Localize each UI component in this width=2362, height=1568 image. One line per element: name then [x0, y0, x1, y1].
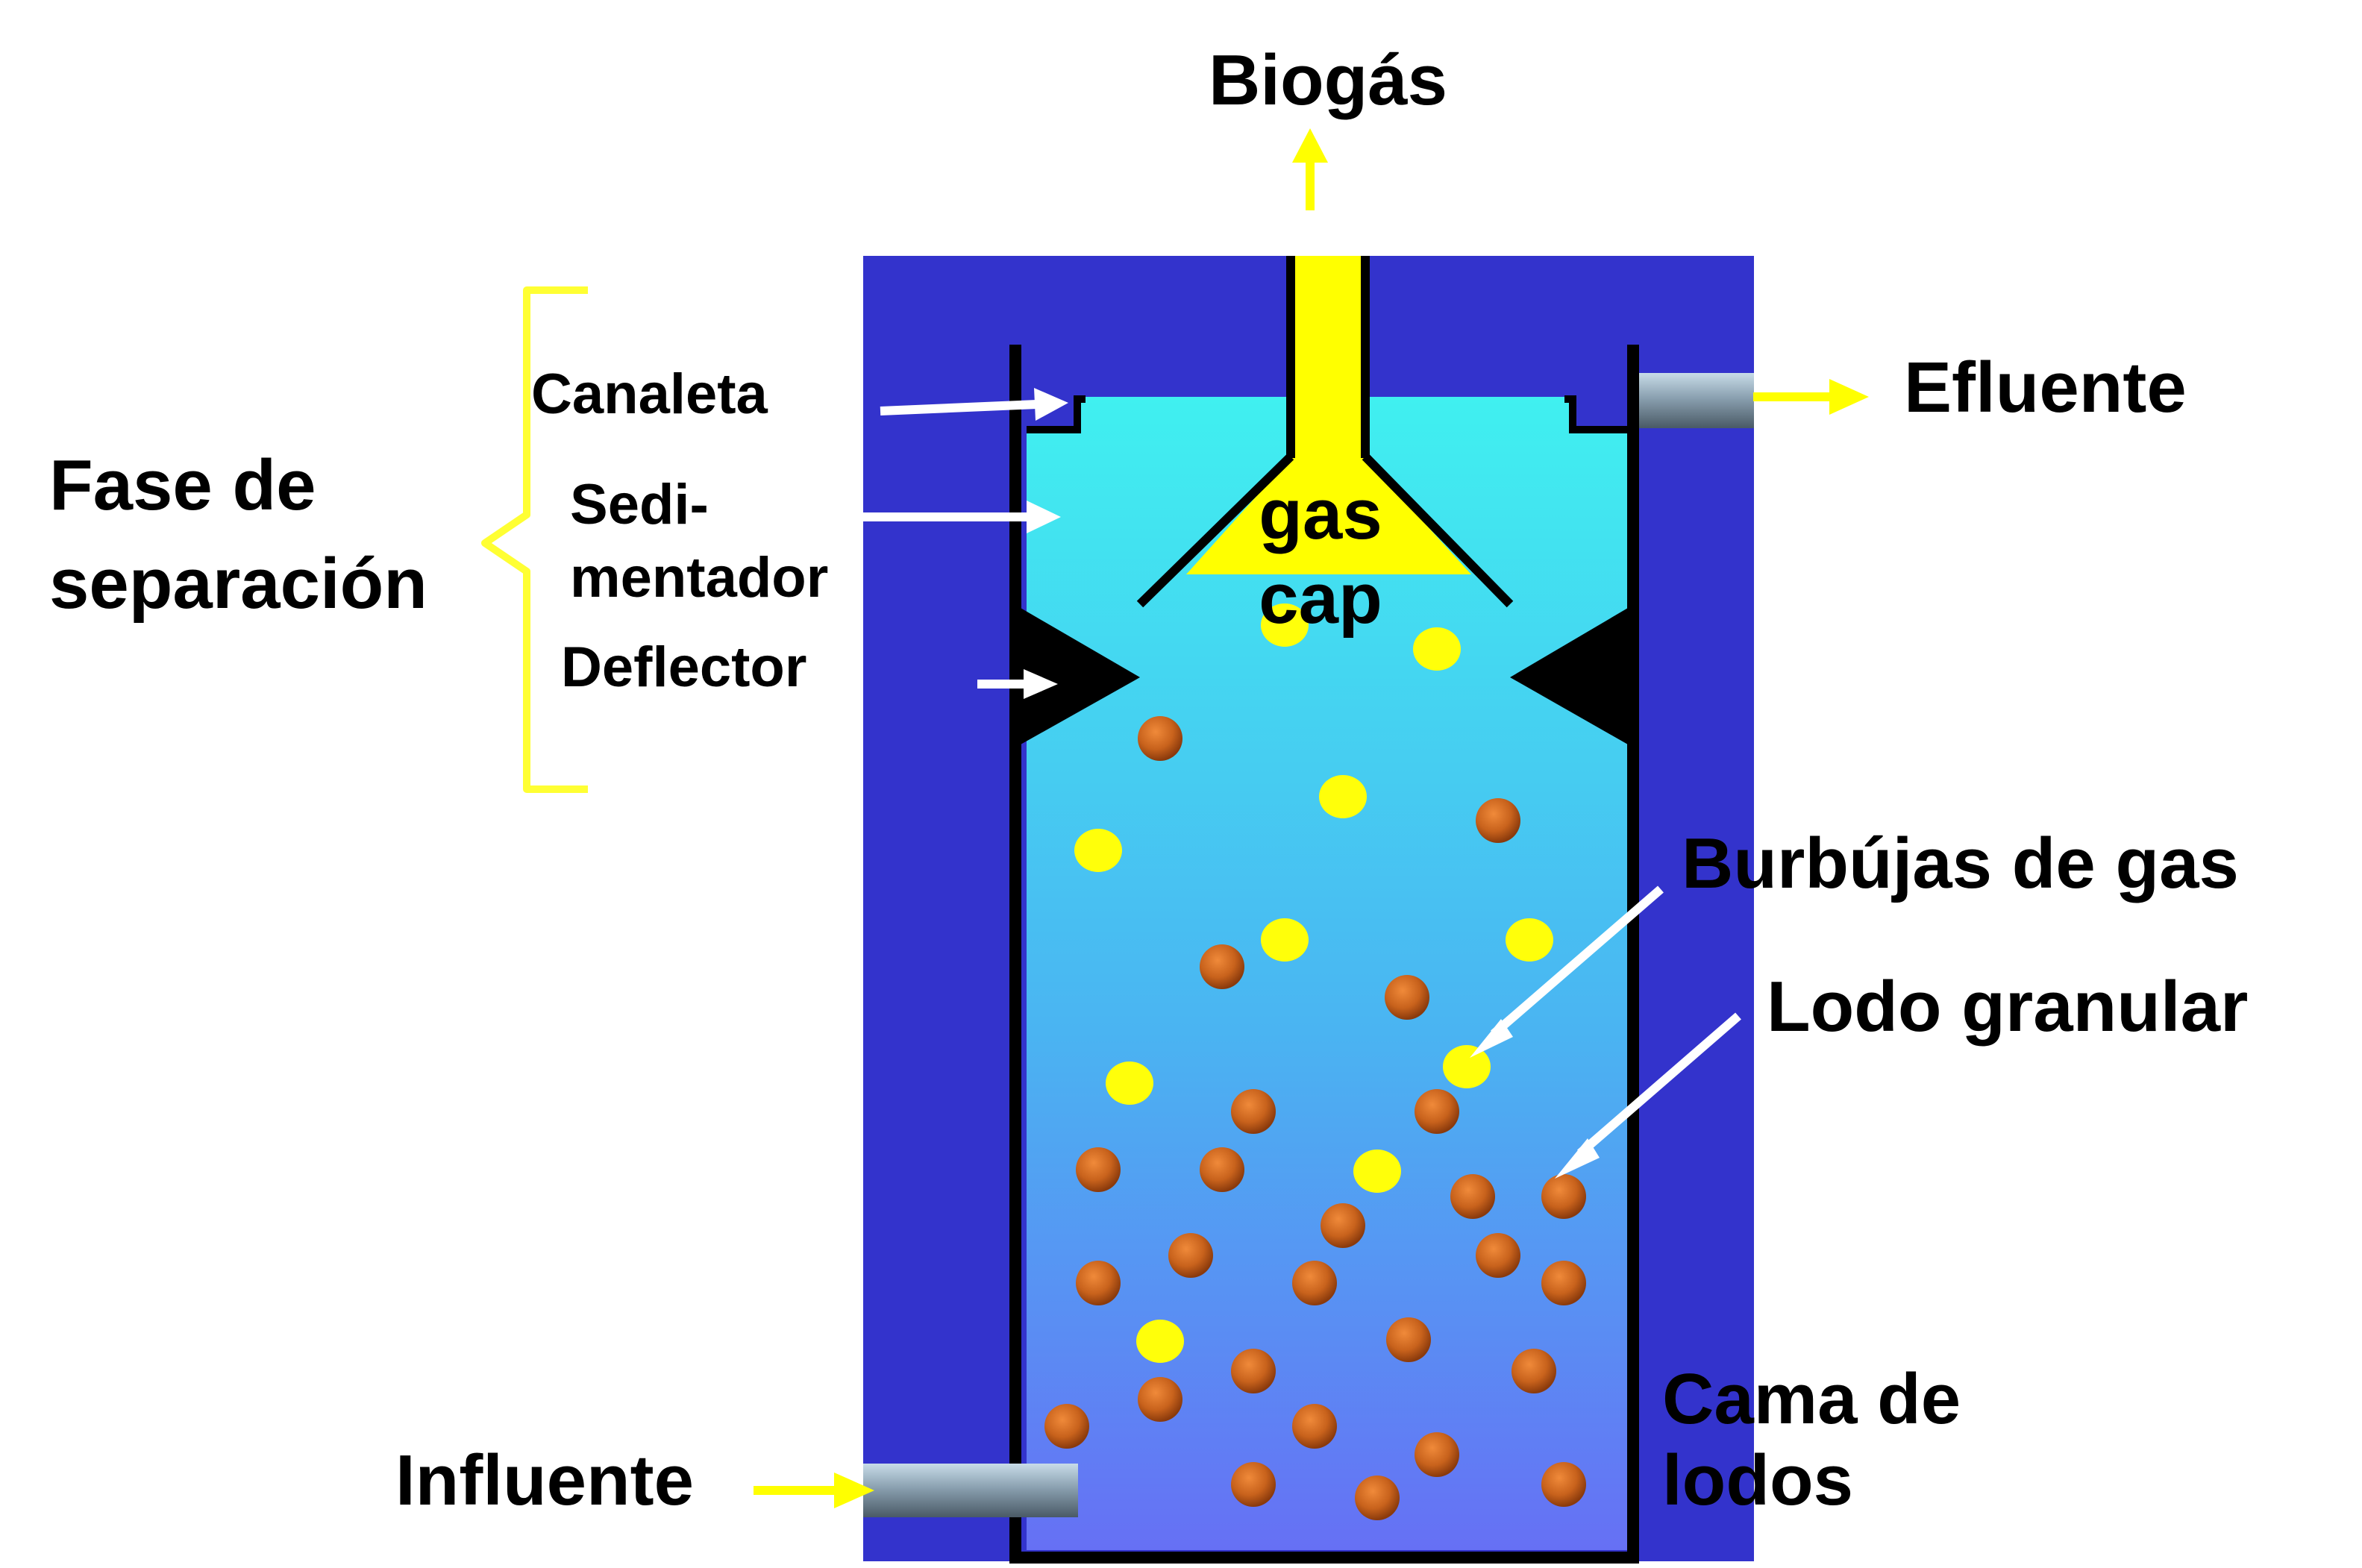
gas-bubble — [1506, 918, 1553, 962]
sludge-granule — [1512, 1349, 1556, 1393]
sludge-granule — [1231, 1089, 1276, 1134]
sludge-granule — [1355, 1476, 1400, 1520]
sludge-granule — [1200, 944, 1244, 989]
sludge-granule — [1200, 1147, 1244, 1192]
gas-bubble — [1261, 918, 1309, 962]
gas-bubble — [1413, 627, 1461, 671]
sludge-granule — [1138, 1377, 1182, 1422]
deflector-right — [1510, 608, 1628, 744]
gas-cap-fill — [1186, 457, 1471, 574]
sludge-granule — [1541, 1261, 1586, 1305]
gas-bubble — [1353, 1150, 1401, 1193]
canaleta-right — [1564, 395, 1628, 433]
deflector-pointer — [977, 669, 1058, 699]
sludge-granule — [1450, 1174, 1495, 1219]
fase-label-line1: Fase de — [49, 445, 316, 525]
influente-pipe — [863, 1464, 1078, 1517]
deflector-left — [1021, 608, 1140, 744]
sludge-granule — [1541, 1462, 1586, 1507]
sludge-granule — [1386, 1317, 1431, 1362]
sludge-granule — [1076, 1261, 1121, 1305]
efluente-arrow — [1753, 379, 1869, 415]
sludge-granule — [1476, 1233, 1520, 1278]
sludge-granule — [1476, 798, 1520, 843]
gas-bubble — [1074, 829, 1122, 872]
gas-bubble — [1106, 1061, 1153, 1105]
sludge-granule — [1292, 1261, 1337, 1305]
sludge-granule — [1231, 1462, 1276, 1507]
gas-bubble — [1136, 1320, 1184, 1363]
sludge-granule — [1321, 1203, 1365, 1248]
sludge-granule — [1044, 1404, 1089, 1449]
sludge-granule — [1168, 1233, 1213, 1278]
gas-cap-wall-left — [1136, 453, 1294, 608]
deflector-label: Deflector — [561, 636, 806, 699]
sludge-granule — [1415, 1089, 1459, 1134]
canaleta-label: Canaleta — [531, 363, 768, 426]
sludge-granule — [1292, 1404, 1337, 1449]
gas-bubbles — [1074, 603, 1553, 1363]
biogas-arrow — [1292, 128, 1328, 210]
biogas-label: Biogás — [1209, 40, 1447, 120]
canaleta-pointer — [880, 388, 1068, 421]
canaleta-notch-right — [1573, 397, 1628, 430]
efluente-pipe — [1639, 373, 1754, 428]
cama-label-line2: lodos — [1662, 1440, 1853, 1520]
gas-cap-label-line1: gas — [1259, 474, 1382, 554]
fase-bracket — [481, 286, 588, 793]
reactor-wall — [1009, 345, 1639, 1564]
lodo-pointer — [1555, 1012, 1741, 1179]
sludge-granule — [1385, 975, 1429, 1020]
influente-label: Influente — [395, 1440, 694, 1520]
burbujas-label: Burbújas de gas — [1682, 824, 2239, 903]
sludge-granule — [1415, 1432, 1459, 1477]
sludge-granule — [1231, 1349, 1276, 1393]
cama-label-line1: Cama de — [1662, 1359, 1961, 1439]
gas-cap-label-line2: cap — [1259, 559, 1382, 639]
sludge-granule — [1138, 716, 1182, 761]
canaleta-left — [1027, 395, 1086, 433]
fase-label-line2: separación — [49, 544, 427, 624]
lodo-label: Lodo granular — [1767, 967, 2248, 1047]
gas-cap-wall-right — [1362, 453, 1514, 608]
gas-bubble — [1261, 603, 1309, 647]
gas-bubble — [1443, 1045, 1491, 1088]
sludge-granule — [1541, 1174, 1586, 1219]
influente-arrow — [754, 1473, 874, 1508]
sedimentador-label-line1: Sedi- — [570, 473, 709, 536]
sedimentador-label-line2: mentador — [570, 546, 828, 609]
efluente-label: Efluente — [1904, 348, 2187, 427]
burbujas-pointer — [1470, 885, 1664, 1058]
sludge-granule — [1076, 1147, 1121, 1192]
gas-outlet-pipe — [1292, 256, 1364, 459]
sedimentador-pointer — [862, 501, 1061, 533]
gas-bubble — [1319, 775, 1367, 818]
sludge-granules — [1044, 716, 1586, 1520]
